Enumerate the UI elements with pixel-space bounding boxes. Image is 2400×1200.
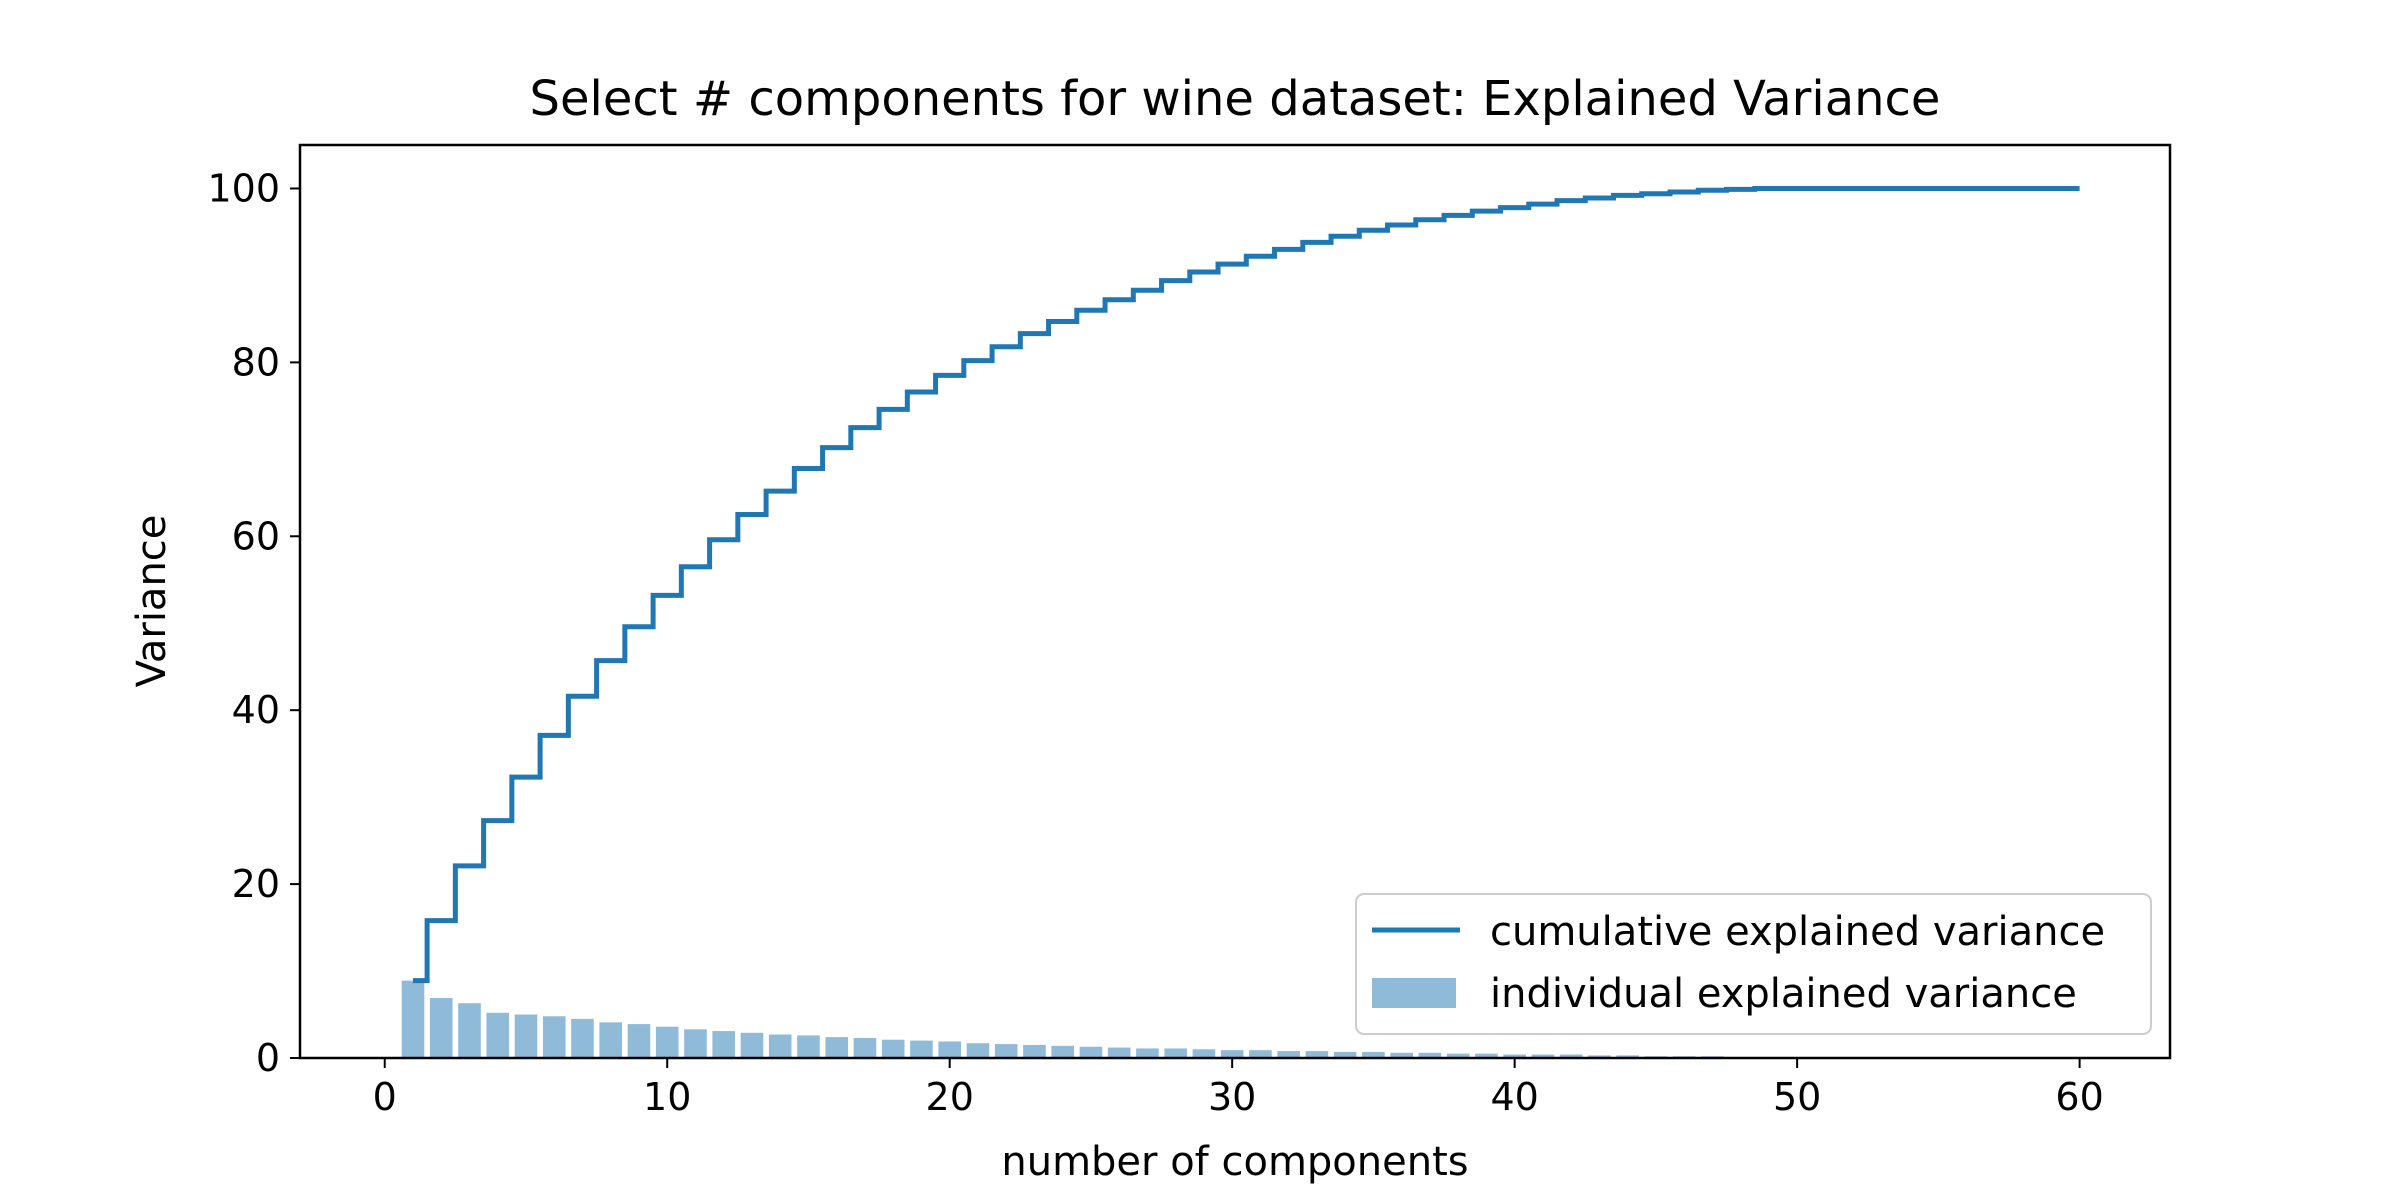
- variance-bar: [938, 1041, 961, 1058]
- legend-label-cumulative: cumulative explained variance: [1490, 909, 2105, 955]
- x-tick-label: 30: [1208, 1075, 1256, 1119]
- variance-bar: [1475, 1053, 1498, 1058]
- variance-bar: [768, 1034, 792, 1058]
- variance-bar: [684, 1029, 707, 1058]
- variance-bar: [1305, 1051, 1329, 1058]
- variance-bar: [1503, 1054, 1526, 1058]
- variance-bar: [571, 1018, 594, 1058]
- x-tick-label: 10: [643, 1075, 691, 1119]
- variance-bar: [1531, 1054, 1555, 1058]
- variance-bar: [1107, 1047, 1131, 1058]
- cumulative-variance-line: [412, 185, 2080, 984]
- legend-box: [1355, 893, 2152, 1035]
- variance-bar: [712, 1031, 736, 1058]
- x-tick-label: 20: [926, 1075, 974, 1119]
- individual-variance-bars: [401, 980, 1781, 1058]
- variance-bar: [627, 1024, 651, 1058]
- legend-label-individual: individual explained variance: [1490, 971, 2077, 1017]
- variance-bar: [401, 980, 425, 1058]
- x-tick-label: 60: [2055, 1075, 2103, 1119]
- x-axis-label: number of components: [1001, 1139, 1468, 1185]
- variance-bar: [966, 1043, 990, 1058]
- variance-bar: [1051, 1045, 1074, 1058]
- variance-bar: [994, 1044, 1018, 1058]
- legend: cumulative explained variance individual…: [1355, 893, 2152, 1035]
- variance-bar: [1023, 1044, 1046, 1058]
- y-tick-label: 0: [256, 1036, 280, 1080]
- legend-swatch-individual: [1372, 978, 1456, 1008]
- variance-bar: [542, 1016, 566, 1058]
- variance-bar: [853, 1038, 877, 1058]
- chart-title: Select # components for wine dataset: Ex…: [530, 71, 1941, 127]
- y-tick-label: 60: [232, 514, 280, 558]
- x-tick-label: 40: [1490, 1075, 1538, 1119]
- y-tick-label: 80: [232, 340, 280, 384]
- variance-bar: [429, 998, 453, 1058]
- variance-bar: [797, 1035, 820, 1058]
- x-tick-label: 50: [1773, 1075, 1821, 1119]
- variance-bar: [1390, 1052, 1413, 1058]
- variance-bar: [1588, 1055, 1611, 1058]
- variance-bar: [910, 1040, 933, 1058]
- variance-bar: [599, 1022, 623, 1058]
- y-axis-ticks: 0 20 40 60 80 100: [207, 166, 300, 1080]
- variance-bar: [825, 1037, 849, 1058]
- y-tick-label: 100: [207, 166, 280, 210]
- variance-bar: [1192, 1049, 1216, 1058]
- y-tick-label: 20: [232, 862, 280, 906]
- variance-bar: [1220, 1050, 1244, 1058]
- variance-bar: [881, 1039, 905, 1058]
- variance-bar: [1249, 1050, 1272, 1058]
- variance-bar: [1616, 1055, 1639, 1058]
- variance-bar: [1559, 1054, 1583, 1058]
- variance-bar: [1277, 1051, 1300, 1058]
- cumulative-variance-step: [412, 185, 2080, 984]
- y-axis-label: Variance: [129, 515, 175, 688]
- variance-bar: [458, 1003, 481, 1058]
- variance-bar: [514, 1014, 538, 1058]
- x-tick-label: 0: [373, 1075, 397, 1119]
- variance-bar: [740, 1032, 764, 1058]
- variance-bar: [1418, 1052, 1442, 1058]
- variance-bar: [486, 1012, 510, 1058]
- variance-bar: [1333, 1051, 1357, 1058]
- y-tick-label: 40: [232, 688, 280, 732]
- plot-frame: [298, 143, 2172, 1060]
- x-axis-ticks: 0 10 20 30 40 50 60: [373, 1058, 2104, 1119]
- variance-bar: [1136, 1048, 1159, 1058]
- variance-bar: [1362, 1051, 1385, 1058]
- variance-bar: [1446, 1053, 1470, 1058]
- variance-bar: [1079, 1046, 1103, 1058]
- variance-bar: [655, 1026, 679, 1058]
- variance-bar: [1164, 1048, 1187, 1058]
